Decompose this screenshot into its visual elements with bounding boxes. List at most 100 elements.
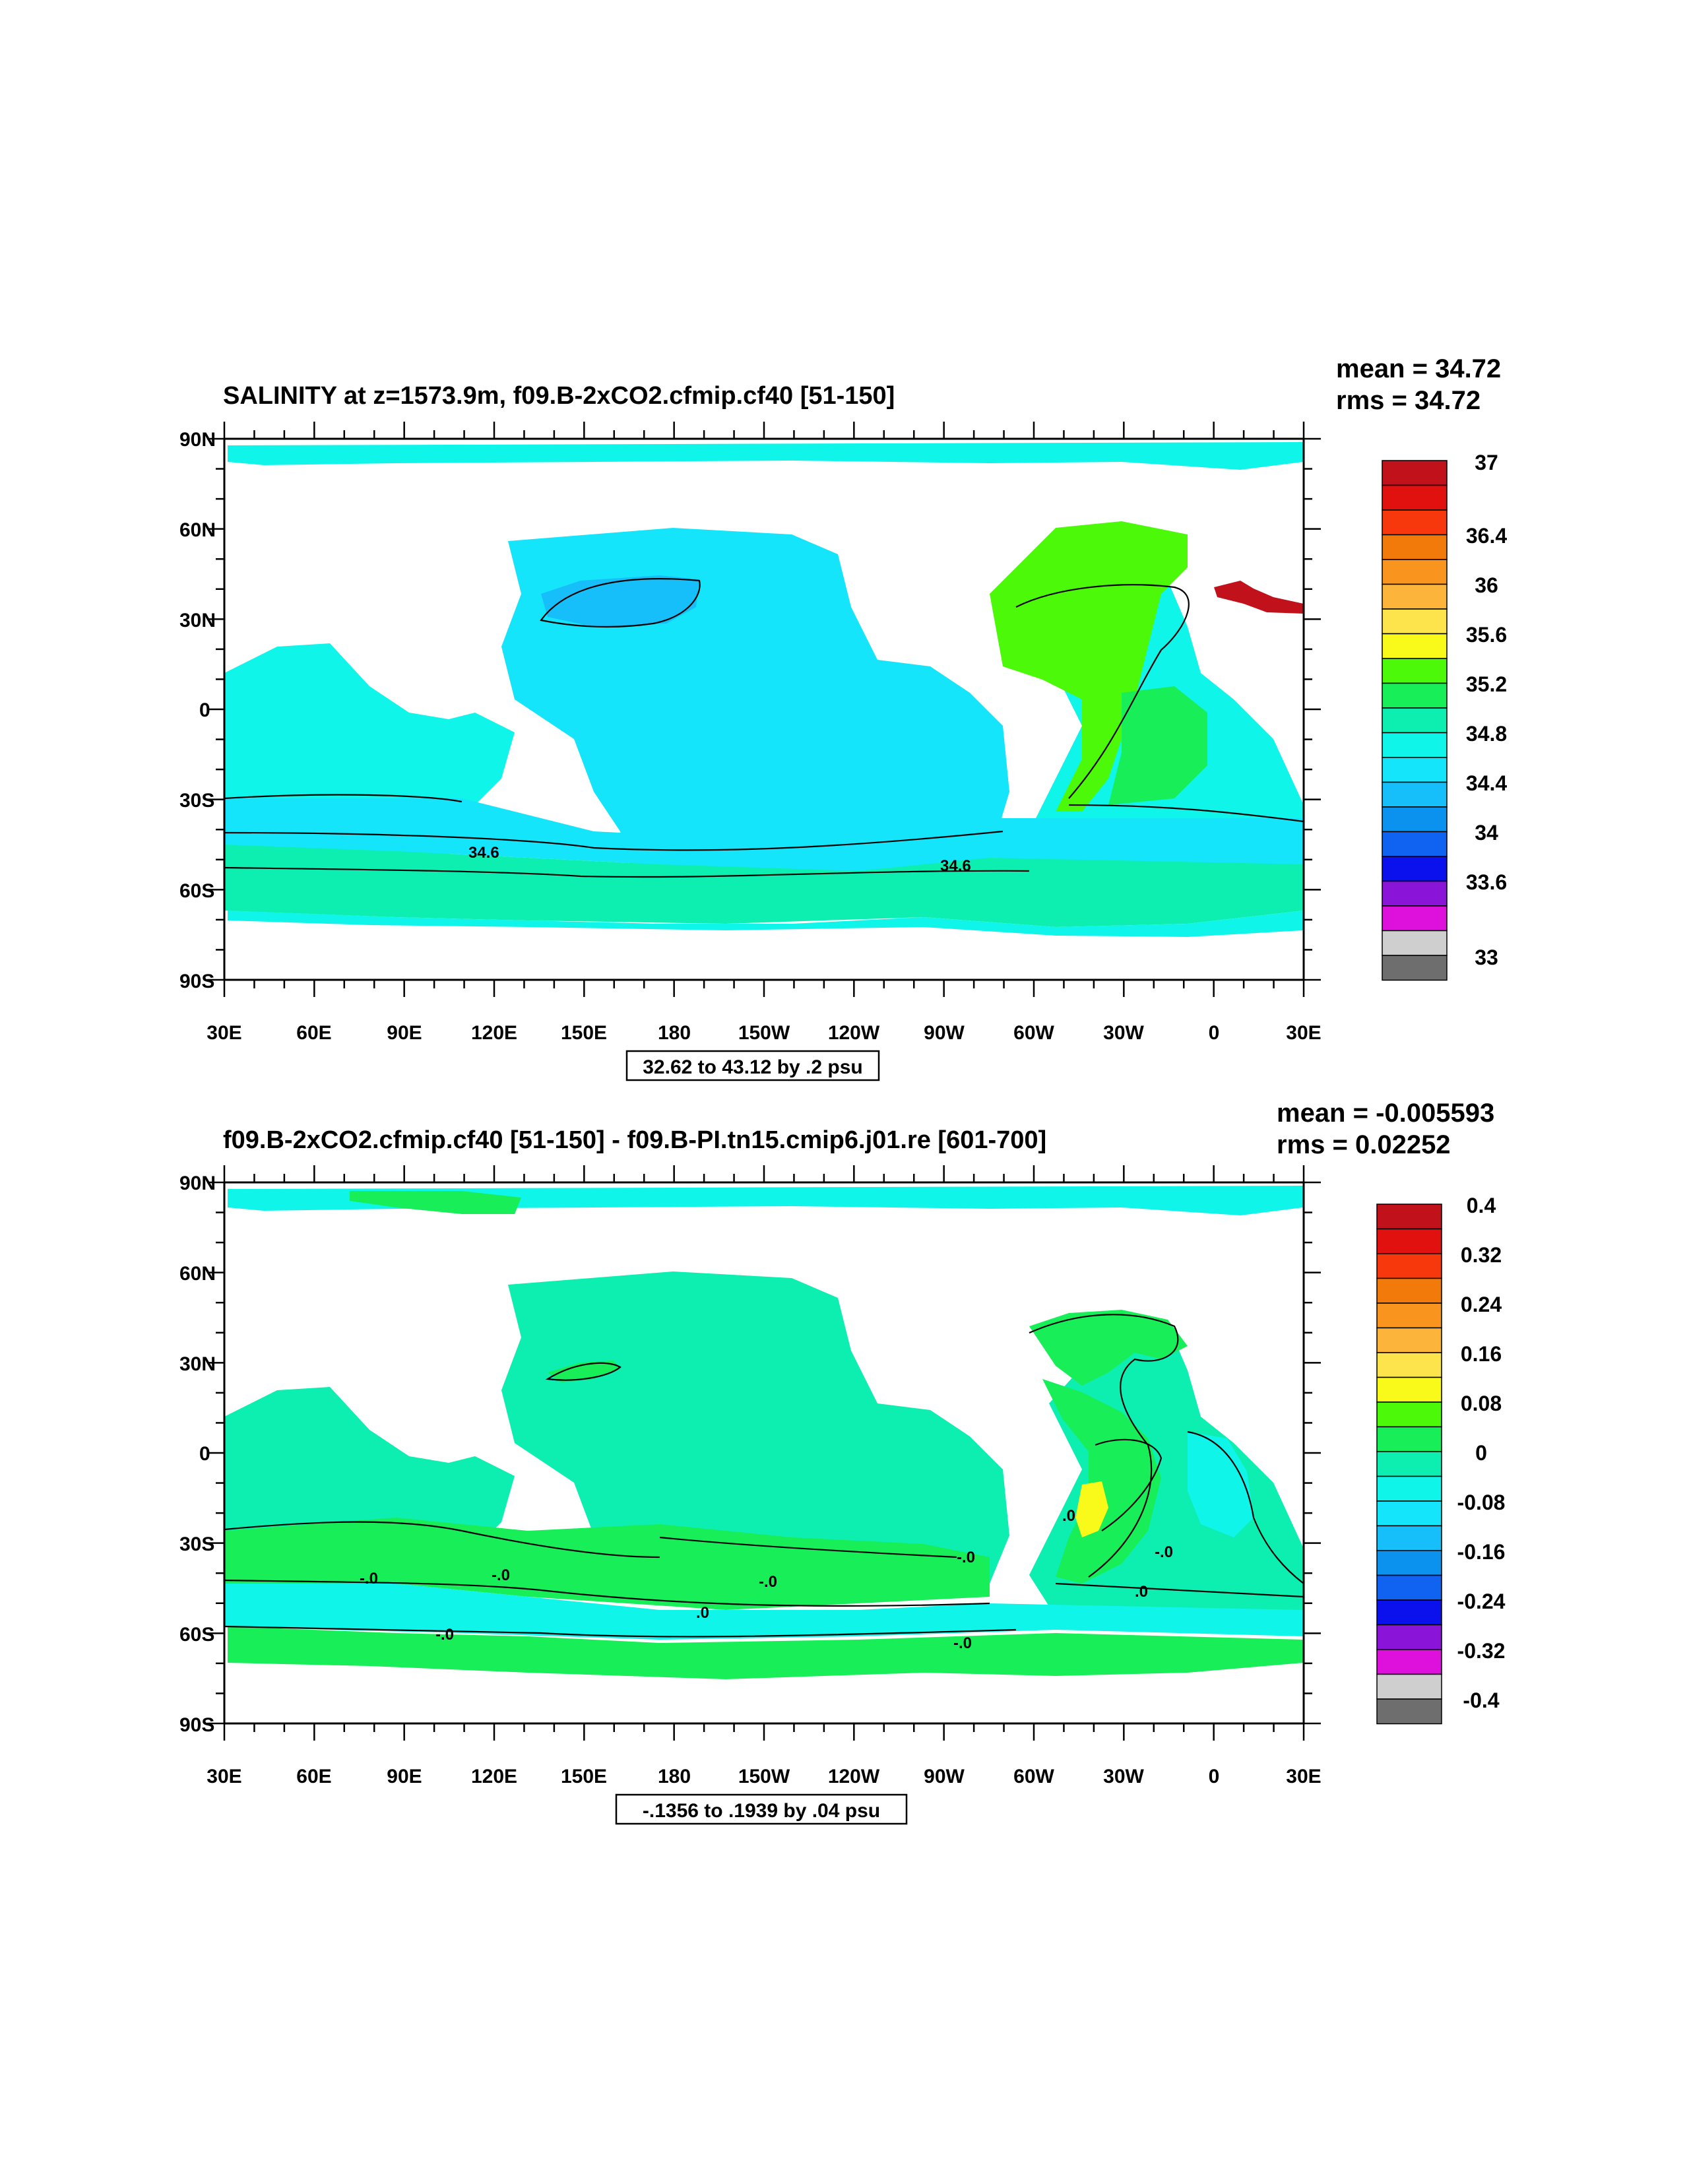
top-lon-tick-label: 30E [1286,1022,1321,1044]
bottom-lat-tick-label: 0 [199,1443,210,1465]
bottom-contour-label: -.0 [759,1573,777,1591]
top-lat-tick-label: 90S [179,971,214,992]
top-mediterranean-outflow [1214,581,1304,614]
top-colorbar-swatch [1382,757,1448,783]
top-colorbar-swatch [1382,559,1448,585]
top-contour-5 [1015,584,1190,799]
top-south-atlantic-band [1108,686,1207,805]
bottom-axis-ticks [207,1165,1321,1741]
top-kuroshio-low [541,575,699,627]
top-lat-tick-label: 60S [179,880,214,902]
bottom-colorbar-swatch [1376,1426,1442,1452]
top-map: 34.6 34.6 [224,442,1304,937]
bottom-lat-tick-label: 60S [179,1624,214,1646]
top-colorbar-label: 37 [1475,451,1498,474]
bottom-contour-label: -.0 [953,1634,972,1652]
bottom-colorbar [1376,1204,1442,1725]
top-lat-tick-label: 30N [179,610,216,631]
top-lon-tick-label: 0 [1209,1022,1220,1044]
bottom-colorbar-label: -0.16 [1457,1540,1506,1564]
bottom-contour-5 [545,1362,621,1381]
bottom-colorbar-swatch [1376,1401,1442,1428]
top-contour-3 [224,866,1030,878]
bottom-contour-1 [224,1521,660,1558]
bottom-map: -.0 -.0 -.0 -.0 -.0 -.0 -.0 .0 .0 .0 [224,1186,1304,1679]
top-colorbar-swatch [1382,633,1448,659]
top-range-label: 32.62 to 43.12 by .2 psu [643,1056,863,1078]
top-colorbar-swatch [1382,831,1448,857]
bottom-lon-tick-label: 0 [1209,1766,1220,1787]
bottom-lon-tick-label: 90W [924,1766,965,1787]
bottom-lon-tick-label: 150W [738,1766,790,1787]
top-title: SALINITY at z=1573.9m, f09.B-2xCO2.cfmip… [223,382,895,410]
top-lon-tick-label: 90E [387,1022,422,1044]
bottom-lat-labels: 90N 60N 30N 0 30S 60S 90S [179,1172,216,1736]
bottom-contour-label: -.0 [492,1566,510,1584]
top-colorbar-swatch [1382,930,1448,956]
bottom-lat-tick-label: 90N [179,1172,216,1194]
bottom-lat-tick-label: 30S [179,1533,214,1555]
bottom-colorbar-label: 0.08 [1461,1392,1502,1415]
top-colorbar-swatch [1382,955,1448,981]
top-colorbar-swatch [1382,806,1448,833]
bottom-colorbar-swatch [1376,1599,1442,1626]
top-rms-label: rms = 34.72 [1336,386,1481,415]
top-lon-tick-label: 150E [561,1022,607,1044]
bottom-colorbar-swatch [1376,1327,1442,1353]
top-colorbar-label: 36 [1475,573,1498,597]
bottom-colorbar-swatch [1376,1624,1442,1650]
bottom-lon-tick-label: 90E [387,1766,422,1787]
top-colorbar-label: 34.8 [1466,722,1507,746]
top-arctic-ocean [228,442,1303,470]
top-colorbar-swatch [1382,460,1448,486]
top-lon-tick-label: 90W [924,1022,965,1044]
bottom-colorbar-label: -0.24 [1457,1590,1506,1613]
bottom-colorbar-label: 0 [1475,1441,1487,1465]
top-lat-tick-label: 30S [179,790,214,812]
top-colorbar-label: 34.4 [1466,771,1507,795]
top-contour-6 [1068,804,1304,823]
top-axis-ticks [207,422,1321,997]
top-lon-tick-label: 60E [296,1022,331,1044]
bottom-southern-ocean-cyan [224,1584,1304,1640]
bottom-colorbar-swatch [1376,1550,1442,1576]
bottom-southern-ocean-green-1 [224,1518,990,1610]
top-lat-labels: 90N 60N 30N 0 30S 60S 90S [179,429,216,992]
bottom-colorbar-label: -0.08 [1457,1491,1506,1514]
top-colorbar-label: 35.6 [1466,623,1507,647]
top-colorbar-swatch [1382,732,1448,758]
bottom-contour-7 [1095,1438,1163,1531]
bottom-colorbar-swatch [1376,1525,1442,1551]
top-colorbar-swatch [1382,856,1448,882]
bottom-contour-label: .0 [1135,1583,1148,1601]
top-range-box [625,1050,880,1081]
top-colorbar-labels: 37 36.4 36 35.6 35.2 34.8 34.4 34 33.6 3… [1466,451,1507,969]
bottom-colorbar-swatch [1376,1376,1442,1403]
top-southern-ocean-band-2 [224,845,1304,927]
bottom-pacific-ocean [501,1271,1009,1584]
bottom-colorbar-swatch [1376,1649,1442,1675]
top-colorbar-swatch [1382,534,1448,560]
top-colorbar-label: 33.6 [1466,870,1507,894]
top-lon-tick-label: 180 [658,1022,691,1044]
top-colorbar-swatch [1382,583,1448,610]
bottom-contour-6 [1029,1314,1179,1578]
top-contour-label-2: 34.6 [940,857,971,875]
bottom-range-box [615,1793,908,1825]
top-panel: SALINITY at z=1573.9m, f09.B-2xCO2.cfmip… [179,354,1507,1081]
bottom-contour-label: .0 [1062,1507,1075,1525]
bottom-kuroshio-green [548,1361,620,1382]
top-contour-2 [224,830,1004,851]
bottom-lon-tick-label: 150E [561,1766,607,1787]
top-contour-1 [224,794,462,803]
bottom-colorbar-swatch [1376,1204,1442,1230]
bottom-colorbar-label: -0.4 [1463,1688,1499,1712]
top-lon-tick-label: 150W [738,1022,790,1044]
top-colorbar-label: 35.2 [1466,672,1507,696]
bottom-lat-tick-label: 90S [179,1714,214,1736]
bottom-contour-label: -.0 [360,1570,378,1588]
bottom-panel: f09.B-2xCO2.cfmip.cf40 [51-150] - f09.B-… [179,1099,1506,1825]
bottom-lon-labels: 30E 60E 90E 120E 150E 180 150W 120W 90W … [207,1766,1321,1787]
bottom-arctic-green [350,1191,521,1214]
top-lon-tick-label: 120E [471,1022,517,1044]
